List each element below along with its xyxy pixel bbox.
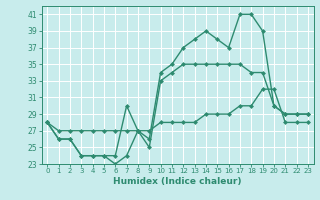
- X-axis label: Humidex (Indice chaleur): Humidex (Indice chaleur): [113, 177, 242, 186]
